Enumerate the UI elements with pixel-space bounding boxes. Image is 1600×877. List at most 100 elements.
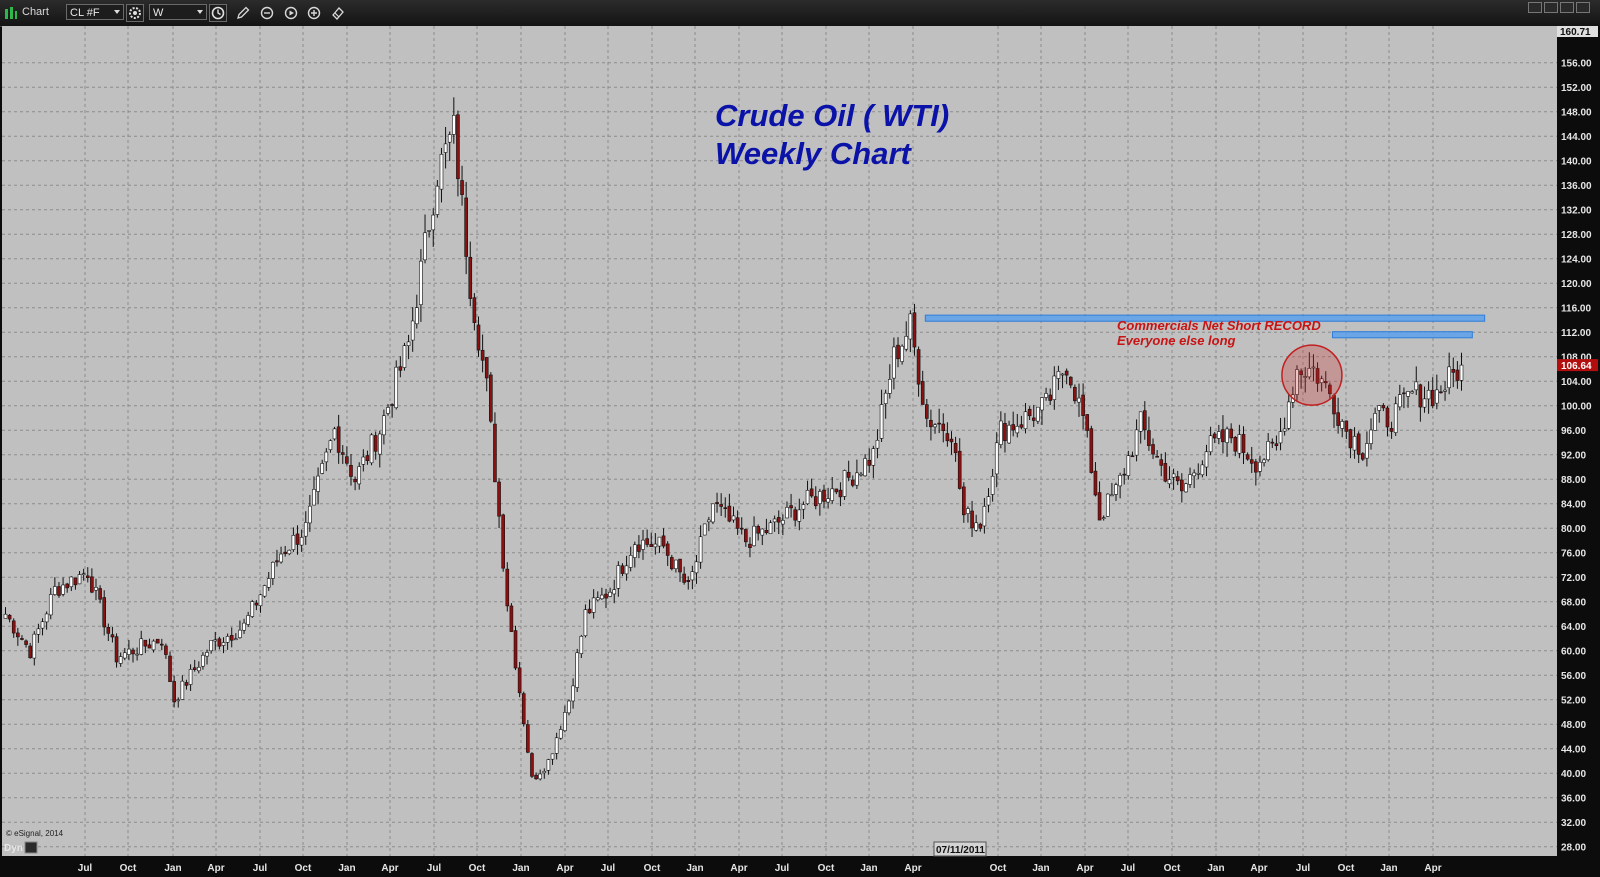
x-tick-label: Jan: [164, 863, 181, 874]
candle: [143, 639, 148, 654]
y-tick-label: 120.00: [1561, 279, 1592, 290]
y-tick-label: 144.00: [1561, 132, 1592, 143]
candle: [871, 445, 876, 479]
candle: [460, 165, 464, 206]
candle: [1221, 415, 1225, 454]
x-tick-label: Apr: [1076, 863, 1093, 874]
window-maximize-icon[interactable]: [1560, 2, 1574, 13]
candle: [118, 652, 123, 667]
candle: [439, 147, 444, 203]
candle: [1303, 367, 1308, 393]
interval-input[interactable]: W: [149, 4, 207, 20]
candle: [353, 476, 357, 491]
candle: [970, 500, 974, 537]
y-tick-label: 140.00: [1561, 156, 1592, 167]
dyn-label: Dyn: [4, 843, 23, 854]
candle: [1093, 462, 1098, 497]
candle: [628, 546, 633, 572]
candle: [896, 337, 900, 368]
candle: [929, 409, 933, 441]
candle: [1447, 352, 1451, 395]
dyn-toggle[interactable]: [24, 841, 38, 854]
candle: [452, 97, 456, 144]
candle: [945, 422, 950, 447]
candle: [1011, 411, 1015, 437]
candle: [748, 537, 752, 558]
candle: [205, 649, 209, 665]
y-tick-label: 64.00: [1561, 622, 1586, 633]
candle: [567, 699, 571, 716]
candle: [1151, 438, 1155, 459]
candle: [365, 450, 370, 465]
candle: [90, 568, 94, 594]
play-icon[interactable]: [283, 5, 299, 21]
chart-title-line1: Crude Oil ( WTI): [715, 98, 949, 133]
candle: [505, 562, 510, 612]
y-tick-label: 68.00: [1561, 597, 1586, 608]
candle: [1389, 421, 1394, 439]
candle: [1266, 433, 1270, 462]
candle: [591, 589, 596, 619]
candle: [953, 436, 958, 462]
candle: [184, 679, 189, 690]
x-tick-label: Apr: [1250, 863, 1267, 874]
candle: [114, 633, 119, 668]
eraser-icon[interactable]: [330, 5, 346, 21]
settings-gear-icon[interactable]: [126, 4, 144, 22]
candle: [678, 558, 682, 582]
resistance-zone: [924, 314, 1486, 322]
y-tick-label: 96.00: [1561, 426, 1586, 437]
candle: [863, 454, 867, 477]
candle: [1007, 420, 1011, 444]
x-tick-label: Jul: [78, 863, 93, 874]
candle: [711, 503, 715, 525]
window-close-icon[interactable]: [1576, 2, 1590, 13]
y-tick-label: 108.00: [1561, 352, 1592, 363]
y-tick-label: 152.00: [1561, 83, 1592, 94]
candle: [1295, 365, 1299, 403]
x-tick-label: Oct: [818, 863, 835, 874]
y-tick-label: 76.00: [1561, 548, 1586, 559]
candle: [1048, 388, 1053, 406]
y-tick-label: 112.00: [1561, 328, 1591, 339]
candle: [414, 294, 419, 329]
candle: [423, 214, 427, 264]
candle: [604, 588, 608, 609]
symbol-input[interactable]: CL #F: [66, 4, 124, 20]
candle: [957, 438, 962, 490]
y-tick-label: 32.00: [1561, 818, 1586, 829]
candle: [135, 647, 139, 661]
last-price-badge: [1557, 359, 1598, 372]
symbol-value: CL #F: [70, 7, 100, 19]
y-tick-label: 136.00: [1561, 181, 1592, 192]
candle: [1360, 452, 1365, 462]
candle: [900, 344, 904, 365]
candle: [509, 603, 514, 633]
pencil-icon[interactable]: [235, 5, 251, 21]
candle: [275, 549, 279, 567]
candle: [842, 469, 847, 500]
candle: [1052, 366, 1057, 410]
candle: [974, 514, 978, 532]
window-minimize-icon[interactable]: [1544, 2, 1558, 13]
clock-icon[interactable]: [209, 4, 227, 22]
zoom-in-icon[interactable]: [306, 5, 322, 21]
candle: [349, 454, 353, 486]
price-chart[interactable]: 156.00 152.00 148.00 144.00 140.00 136.00 132.…: [0, 26, 1600, 877]
x-tick-label: Jan: [512, 863, 529, 874]
candle: [1245, 452, 1250, 461]
candle: [698, 525, 703, 569]
candle: [670, 554, 674, 571]
candle: [1031, 404, 1036, 427]
candle: [1344, 420, 1349, 440]
window-restore-icon[interactable]: [1528, 2, 1542, 13]
top-price-badge: [1557, 26, 1598, 37]
candle: [94, 578, 98, 601]
x-tick-label: Oct: [295, 863, 312, 874]
candle: [892, 337, 896, 390]
candle: [690, 565, 695, 590]
candle: [283, 545, 287, 557]
zoom-out-icon[interactable]: [259, 5, 275, 21]
candle: [772, 515, 777, 532]
candle: [563, 705, 567, 733]
